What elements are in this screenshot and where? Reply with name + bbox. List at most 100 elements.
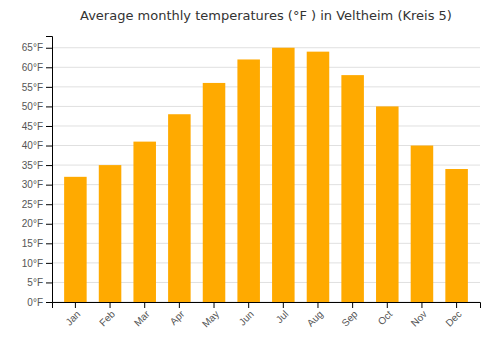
x-tick-mark	[387, 302, 388, 308]
y-tick: 40°F	[22, 140, 52, 151]
x-tick-label: Aug	[305, 308, 325, 328]
bar	[237, 59, 260, 302]
y-axis-line	[46, 37, 53, 303]
x-tick: Jun	[237, 302, 256, 328]
x-tick-label: Apr	[168, 308, 187, 327]
y-tick-label: 35°F	[22, 160, 43, 171]
y-tick-mark	[46, 243, 52, 244]
bar	[445, 169, 468, 302]
bar	[168, 114, 191, 302]
title: Average monthly temperatures (°F ) in Ve…	[80, 8, 452, 23]
y-tick-mark	[46, 263, 52, 264]
x-tick: Aug	[305, 302, 325, 329]
y-tick-mark	[46, 48, 52, 49]
x-tick: Feb	[97, 302, 117, 328]
x-tick-mark	[248, 302, 249, 308]
y-tick: 20°F	[22, 218, 52, 229]
y-tick: 45°F	[22, 121, 52, 132]
x-tick-mark	[144, 302, 145, 308]
grid-line	[52, 67, 480, 68]
grid-line	[52, 106, 480, 107]
x-tick-label: Jan	[63, 308, 82, 327]
x-tick-label: Jun	[237, 308, 256, 327]
x-tick-mark	[110, 302, 111, 308]
x-axis-line	[53, 303, 481, 309]
y-tick-label: 40°F	[22, 140, 43, 151]
plot: 0°F 5°F 10°F 15°F 20°F 25°F 30°F 35°F 40°F 45°F 50…	[22, 37, 481, 330]
y-tick: 0°F	[27, 297, 52, 308]
x-tick-label: Sep	[339, 308, 360, 329]
y-tick-label: 65°F	[22, 42, 43, 53]
y-axis: 0°F 5°F 10°F 15°F 20°F 25°F 30°F 35°F 40°F 45°F 50…	[22, 37, 53, 308]
y-tick: 30°F	[22, 179, 52, 190]
x-tick-label: Dec	[443, 308, 463, 328]
x-tick: May	[200, 302, 221, 330]
x-tick: Sep	[339, 302, 360, 329]
grid-line	[52, 86, 480, 87]
y-tick-label: 20°F	[22, 218, 43, 229]
grid	[52, 48, 480, 302]
chart: 0°F 5°F 10°F 15°F 20°F 25°F 30°F 35°F 40°F 45°F 50…	[0, 0, 500, 350]
y-tick-mark	[46, 87, 52, 88]
y-tick: 25°F	[22, 199, 52, 210]
x-tick: Jan	[63, 302, 82, 328]
y-tick-mark	[46, 106, 52, 107]
y-tick: 50°F	[22, 101, 52, 112]
x-tick-label: Oct	[376, 308, 395, 327]
bar	[341, 75, 364, 302]
y-tick-label: 55°F	[22, 82, 43, 93]
bars	[64, 48, 468, 302]
y-tick-mark	[46, 204, 52, 205]
x-tick: Nov	[409, 302, 429, 329]
x-axis: Jan Feb Mar Apr May Jun Jul Aug Sep Oct Nov Dec	[53, 302, 481, 330]
x-tick-mark	[214, 302, 215, 308]
y-tick-label: 45°F	[22, 121, 43, 132]
x-tick: Jul	[274, 302, 291, 325]
y-tick-mark	[46, 224, 52, 225]
bar	[411, 146, 434, 302]
x-tick-mark	[456, 302, 457, 308]
bar	[376, 106, 399, 302]
x-tick-label: Nov	[409, 308, 429, 328]
x-tick: Mar	[132, 302, 152, 328]
y-tick-label: 15°F	[22, 238, 43, 249]
bar	[133, 142, 156, 302]
y-tick-label: 25°F	[22, 199, 43, 210]
y-tick-label: 0°F	[27, 297, 43, 308]
x-tick-label: Mar	[132, 308, 152, 328]
bar	[99, 165, 122, 302]
y-tick: 5°F	[27, 277, 52, 288]
y-tick-label: 60°F	[22, 62, 43, 73]
x-tick-mark	[179, 302, 180, 308]
bar	[64, 177, 87, 302]
y-tick-label: 30°F	[22, 179, 43, 190]
y-tick-mark	[46, 185, 52, 186]
grid-line	[52, 125, 480, 126]
bar	[272, 48, 295, 302]
x-tick-label: Jul	[274, 308, 291, 325]
bar	[203, 83, 226, 302]
y-tick-label: 50°F	[22, 101, 43, 112]
y-tick: 35°F	[22, 160, 52, 171]
x-tick-mark	[352, 302, 353, 308]
x-tick-mark	[421, 302, 422, 308]
y-tick-mark	[46, 282, 52, 283]
y-tick: 60°F	[22, 62, 52, 73]
x-tick: Dec	[443, 302, 463, 329]
grid-line	[52, 47, 480, 48]
y-tick: 55°F	[22, 82, 52, 93]
y-tick-mark	[46, 302, 52, 303]
x-tick: Oct	[376, 302, 395, 327]
y-tick-mark	[46, 165, 52, 166]
y-tick-label: 10°F	[22, 258, 43, 269]
y-tick-label: 5°F	[27, 277, 43, 288]
x-tick-mark	[75, 302, 76, 308]
y-tick-mark	[46, 67, 52, 68]
x-tick: Apr	[168, 302, 187, 327]
x-tick-label: May	[200, 308, 221, 329]
x-tick-mark	[317, 302, 318, 308]
y-tick: 10°F	[22, 258, 52, 269]
x-tick-mark	[283, 302, 284, 308]
y-tick-mark	[46, 146, 52, 147]
y-tick: 15°F	[22, 238, 52, 249]
